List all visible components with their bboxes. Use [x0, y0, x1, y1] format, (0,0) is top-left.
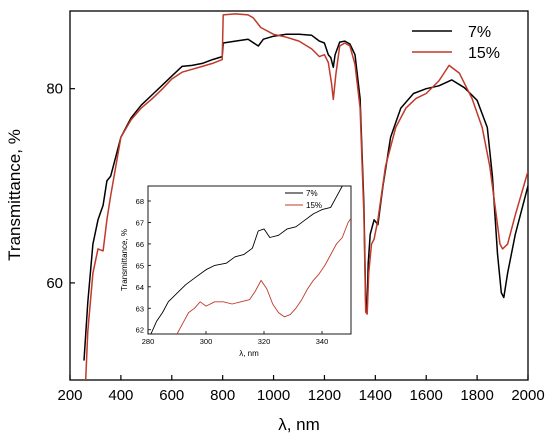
inset-legend-label-15: 15% — [306, 201, 322, 210]
inset-y-tick-label: 68 — [136, 197, 144, 206]
inset-y-axis-title: Transmittance, % — [120, 229, 129, 291]
inset-y-tick-label: 66 — [136, 240, 144, 249]
inset-legend-label-7: 7% — [306, 189, 318, 198]
inset-x-tick-label: 320 — [258, 337, 271, 346]
legend: 7% 15% — [412, 24, 500, 62]
main-y-tick-label: 80 — [46, 81, 63, 98]
main-series-line-7pct — [83, 33, 528, 361]
y-axis-title: Transmittance, % — [5, 129, 24, 261]
inset-ticks: 280 300 320 340 62 63 64 65 66 67 68 — [136, 197, 329, 346]
inset-y-tick-label: 67 — [136, 218, 144, 227]
inset-series-line-15pct — [176, 217, 351, 334]
inset-frame — [147, 185, 352, 335]
main-x-tick-label: 1000 — [257, 387, 290, 404]
x-axis-title: λ, nm — [278, 415, 320, 434]
inset-x-tick-label: 340 — [316, 337, 329, 346]
inset-y-tick-label: 63 — [136, 304, 144, 313]
inset-background — [145, 178, 358, 370]
legend-label-7: 7% — [468, 24, 491, 41]
main-x-tick-label: 2000 — [511, 387, 544, 404]
main-x-tick-label: 400 — [108, 387, 133, 404]
main-series — [83, 13, 528, 380]
inset-x-tick-label: 300 — [200, 337, 213, 346]
inset-series-line-7pct — [150, 186, 343, 334]
main-ticks: 200 400 600 800 1000 1200 1400 1600 1800 2000 60 80 — [46, 81, 544, 404]
inset-y-tick-label: 64 — [136, 283, 144, 292]
inset-series — [150, 186, 351, 334]
main-x-tick-label: 200 — [57, 387, 82, 404]
main-series-line-15pct — [84, 13, 528, 380]
inset-x-axis-title: λ, nm — [239, 349, 259, 358]
inset-chart: 280 300 320 340 62 63 64 65 66 67 68 λ, nm Transmi… — [120, 178, 358, 370]
inset-legend: 7% 15% — [285, 189, 322, 210]
main-x-tick-label: 600 — [159, 387, 184, 404]
plot-frame — [69, 10, 529, 381]
inset-y-tick-label: 62 — [136, 326, 144, 335]
inset-y-tick-label: 65 — [136, 261, 144, 270]
legend-label-15: 15% — [468, 45, 500, 62]
inset-x-tick-label: 280 — [142, 337, 155, 346]
main-x-tick-label: 1200 — [308, 387, 341, 404]
main-x-tick-label: 1400 — [359, 387, 392, 404]
main-x-tick-label: 800 — [210, 387, 235, 404]
main-x-tick-label: 1800 — [460, 387, 493, 404]
main-y-tick-label: 60 — [46, 275, 63, 292]
main-x-tick-label: 1600 — [410, 387, 443, 404]
